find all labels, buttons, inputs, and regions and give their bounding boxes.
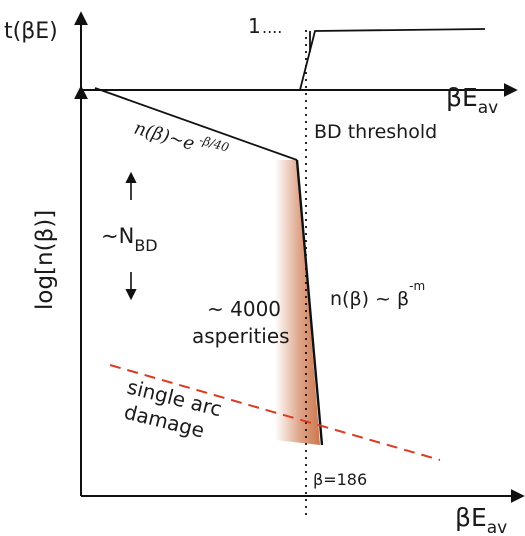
top-x-axis-label-sub: av bbox=[478, 98, 498, 118]
single-arc-damage-line bbox=[109, 364, 441, 461]
n-bd-label-sub: BD bbox=[134, 236, 157, 255]
power-law-label: n(β) ~ β-m bbox=[330, 279, 425, 310]
bd-threshold-label: BD threshold bbox=[314, 121, 437, 143]
asperity-shaded-region bbox=[275, 160, 320, 445]
exponential-decay-line bbox=[94, 87, 298, 161]
top-y-axis-label: t(βE) bbox=[4, 19, 58, 44]
step-level-label: 1 bbox=[248, 14, 261, 38]
top-step-plot: t(βE) βEav 1 .... bbox=[4, 11, 518, 118]
power-law-line bbox=[295, 159, 324, 446]
n-bd-label: ~NBD bbox=[101, 224, 158, 255]
exponential-law-label: n(β)~e-β/40 bbox=[132, 115, 231, 165]
step-function-line bbox=[299, 28, 486, 91]
asperities-count-label: ~ 4000 bbox=[207, 297, 281, 321]
power-law-exponent: -m bbox=[409, 279, 425, 293]
top-x-axis-label: βEav bbox=[446, 83, 498, 118]
step-level-dots: .... bbox=[262, 18, 282, 37]
main-y-axis-label: log[n(β)] bbox=[32, 210, 58, 310]
main-x-axis-label: βEav bbox=[455, 503, 507, 536]
exponential-law-exponent: -β/40 bbox=[198, 133, 231, 155]
main-x-axis-label-sub: av bbox=[487, 518, 507, 536]
asperities-label: asperities bbox=[192, 324, 290, 348]
beta-186-label: β=186 bbox=[313, 470, 367, 489]
main-plot: log[n(β)] βEav BD threshold n(β)~e-β/40 … bbox=[32, 30, 525, 536]
